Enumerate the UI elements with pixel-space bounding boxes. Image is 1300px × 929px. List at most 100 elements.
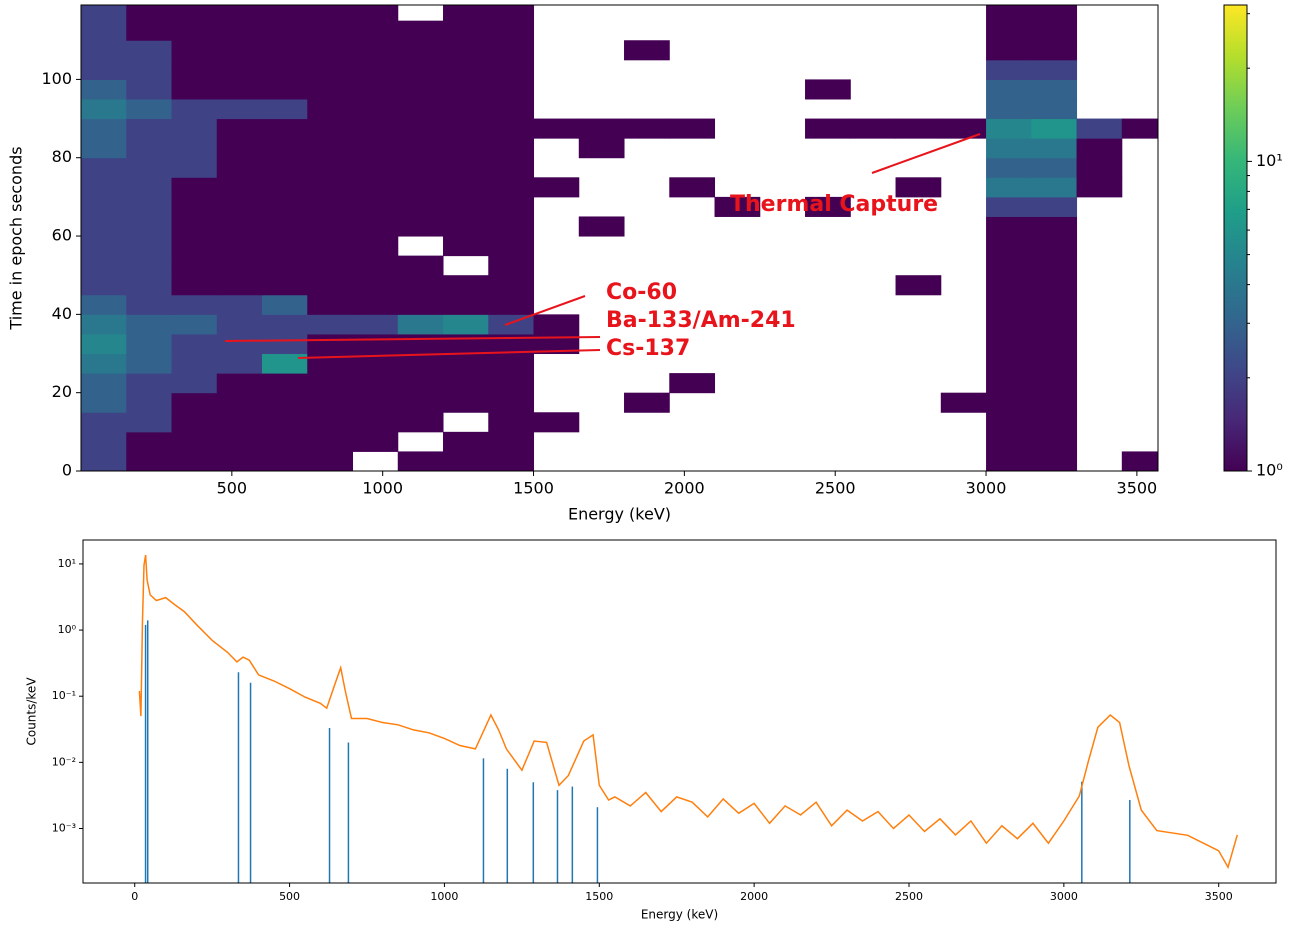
- heatmap-cell: [488, 157, 535, 178]
- heatmap-cell: [216, 392, 263, 413]
- heatmap-cell: [1031, 373, 1078, 394]
- heatmap-cell: [533, 177, 580, 198]
- heatmap-cell: [352, 373, 399, 394]
- heatmap-cell: [488, 451, 535, 471]
- heatmap-cell: [307, 392, 354, 413]
- heatmap-cell: [1121, 451, 1158, 471]
- heatmap-cell: [488, 392, 535, 413]
- heatmap-cell: [1031, 314, 1078, 335]
- heatmap-cell: [81, 392, 127, 413]
- heatmap-cell: [986, 138, 1032, 159]
- heatmap-cell: [352, 5, 399, 22]
- heatmap-cell: [307, 294, 354, 315]
- heatmap-cell: [895, 275, 942, 296]
- heatmap-cell: [81, 451, 127, 471]
- x-tick-label: 1000: [430, 890, 458, 903]
- heatmap-cell: [488, 59, 535, 80]
- heatmap-cell: [216, 20, 263, 41]
- annotation-arrow: [297, 349, 601, 359]
- heatmap-cell: [533, 333, 580, 355]
- heatmap-cell: [81, 412, 127, 433]
- heatmap-cell: [397, 157, 444, 178]
- heatmap-cell: [126, 177, 173, 198]
- heatmap-cell: [805, 118, 851, 139]
- heatmap-cell: [352, 157, 399, 178]
- annotation-arrow: [224, 336, 601, 342]
- heatmap-cell: [443, 314, 489, 335]
- heatmap-cell: [216, 157, 263, 178]
- heatmap-cell: [216, 177, 263, 198]
- heatmap-cell: [216, 79, 263, 100]
- heatmap-cell: [443, 451, 489, 471]
- heatmap-cell: [533, 314, 580, 335]
- heatmap-cell: [126, 40, 173, 61]
- heatmap-cell: [443, 98, 489, 120]
- heatmap-cell: [307, 20, 354, 41]
- heatmap-cell: [216, 255, 263, 276]
- x-tick-label: 2000: [740, 890, 768, 903]
- heatmap-cell: [81, 79, 127, 100]
- heatmap-cell: [81, 138, 127, 159]
- heatmap-cell: [488, 216, 535, 237]
- heatmap-cell: [443, 392, 489, 413]
- heatmap-cell: [397, 392, 444, 413]
- heatmap-cell: [352, 216, 399, 237]
- heatmap-cell: [397, 20, 444, 41]
- heatmap-cell: [533, 412, 580, 433]
- heatmap-cell: [1076, 177, 1123, 198]
- y-axis-label: Counts/keV: [25, 677, 39, 746]
- heatmap-cell: [443, 138, 489, 159]
- heatmap-cell: [986, 431, 1032, 452]
- heatmap-cell: [578, 216, 625, 237]
- heatmap-cell: [1031, 412, 1078, 433]
- heatmap-cell: [443, 59, 489, 80]
- heatmap-cell: [262, 216, 308, 237]
- annotation: Thermal Capture: [730, 192, 938, 217]
- heatmap-cell: [81, 236, 127, 257]
- heatmap-cell: [81, 157, 127, 178]
- heatmap-cell: [171, 255, 218, 276]
- heatmap-cell: [443, 79, 489, 100]
- heatmap-cell: [352, 294, 399, 315]
- heatmap-cell: [443, 333, 489, 355]
- heatmap-cell: [986, 177, 1032, 198]
- heatmap-cell: [986, 294, 1032, 315]
- heatmap-cell: [216, 353, 263, 374]
- heatmap-cell: [1076, 157, 1123, 178]
- heatmap-cell: [1031, 177, 1078, 198]
- heatmap-cell: [895, 118, 942, 139]
- heatmap-cell: [1031, 20, 1078, 41]
- heatmap-cell: [986, 216, 1032, 237]
- heatmap-cell: [488, 275, 535, 296]
- heatmap-cell: [216, 98, 263, 120]
- x-tick-label: 0: [131, 890, 138, 903]
- heatmap-cell: [307, 373, 354, 394]
- heatmap-cell: [1031, 98, 1078, 120]
- heatmap-cell: [1076, 118, 1123, 139]
- colorbar-tick-label: 10¹: [1256, 151, 1283, 170]
- heatmap-cell: [443, 196, 489, 217]
- heatmap-cell: [397, 333, 444, 355]
- heatmap-cell: [216, 236, 263, 257]
- heatmap-cell: [397, 353, 444, 374]
- heatmap-cell: [397, 59, 444, 80]
- heatmap-cell: [578, 138, 625, 159]
- heatmap-cell: [171, 138, 218, 159]
- x-tick-label: 2500: [815, 479, 856, 498]
- heatmap-cell: [488, 373, 535, 394]
- heatmap-cell: [216, 118, 263, 139]
- heatmap-cell: [352, 255, 399, 276]
- heatmap-cell: [216, 59, 263, 80]
- heatmap-cell: [352, 59, 399, 80]
- heatmap-cell: [488, 40, 535, 61]
- heatmap-cell: [352, 353, 399, 374]
- y-tick-label: 40: [52, 304, 72, 323]
- heatmap-cell: [624, 118, 670, 139]
- heatmap-cell: [126, 275, 173, 296]
- heatmap-cell: [262, 177, 308, 198]
- heatmap-cell: [488, 98, 535, 120]
- heatmap-cell: [126, 20, 173, 41]
- heatmap-cell: [1076, 138, 1123, 159]
- heatmap-cell: [262, 236, 308, 257]
- heatmap-cell: [216, 40, 263, 61]
